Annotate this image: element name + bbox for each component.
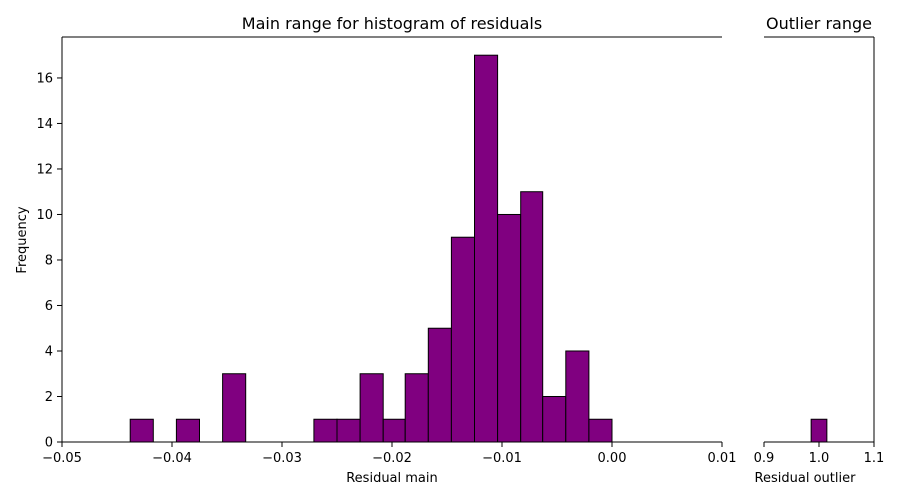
- y-tick-label: 16: [36, 71, 53, 86]
- x-tick-label: −0.01: [482, 451, 522, 466]
- y-tick-label: 2: [45, 390, 53, 405]
- main-x-ticks: −0.05 −0.04 −0.03 −0.02 −0.01 0.00 0.01: [42, 442, 736, 466]
- histogram-bar: [520, 191, 544, 443]
- outlier-histogram-panel: Outlier range 0.9 1.0 1.1 Residual outlier: [754, 14, 885, 486]
- histogram-bar: [313, 418, 338, 443]
- histogram-bar: [404, 373, 429, 443]
- histogram-bar: [336, 418, 361, 443]
- y-tick-label: 12: [36, 162, 53, 177]
- histogram-bar: [497, 213, 522, 443]
- main-bars-group: [129, 54, 613, 443]
- x-tick-label: 0.9: [754, 451, 775, 466]
- y-tick-label: 10: [36, 208, 53, 223]
- outlier-chart-title: Outlier range: [766, 14, 872, 33]
- y-tick-label: 0: [45, 436, 53, 451]
- main-x-axis-label: Residual main: [346, 471, 438, 486]
- y-tick-label: 4: [45, 344, 53, 359]
- histogram-bar: [565, 350, 590, 443]
- histogram-bar: [474, 54, 499, 443]
- x-tick-label: −0.02: [372, 451, 412, 466]
- x-tick-label: 0.00: [598, 451, 627, 466]
- histogram-bar: [222, 373, 247, 443]
- histogram-bar: [542, 395, 567, 443]
- main-y-ticks: 0 2 4 6 8 10 12 14 16: [36, 71, 62, 451]
- y-tick-label: 6: [45, 299, 53, 314]
- outlier-bars-group: [810, 418, 828, 443]
- histogram-bar: [588, 418, 613, 443]
- histogram-bar: [810, 418, 828, 443]
- x-tick-label: −0.04: [152, 451, 192, 466]
- histogram-bar: [129, 418, 154, 443]
- x-tick-label: −0.05: [42, 451, 82, 466]
- outlier-x-ticks: 0.9 1.0 1.1: [754, 442, 885, 466]
- histogram-bar: [427, 327, 452, 443]
- histogram-bar: [175, 418, 200, 443]
- main-y-axis-label: Frequency: [15, 206, 30, 273]
- x-tick-label: −0.03: [262, 451, 302, 466]
- main-histogram-panel: Main range for histogram of residuals −0…: [15, 14, 736, 486]
- y-tick-label: 8: [45, 253, 53, 268]
- outlier-x-axis-label: Residual outlier: [755, 471, 857, 486]
- x-tick-label: 1.1: [864, 451, 885, 466]
- histogram-bar: [450, 236, 475, 443]
- x-tick-label: 0.01: [708, 451, 737, 466]
- y-tick-label: 14: [36, 117, 53, 132]
- main-chart-title: Main range for histogram of residuals: [242, 14, 542, 33]
- histogram-bar: [359, 373, 384, 443]
- x-tick-label: 1.0: [809, 451, 830, 466]
- histogram-bar: [382, 418, 406, 443]
